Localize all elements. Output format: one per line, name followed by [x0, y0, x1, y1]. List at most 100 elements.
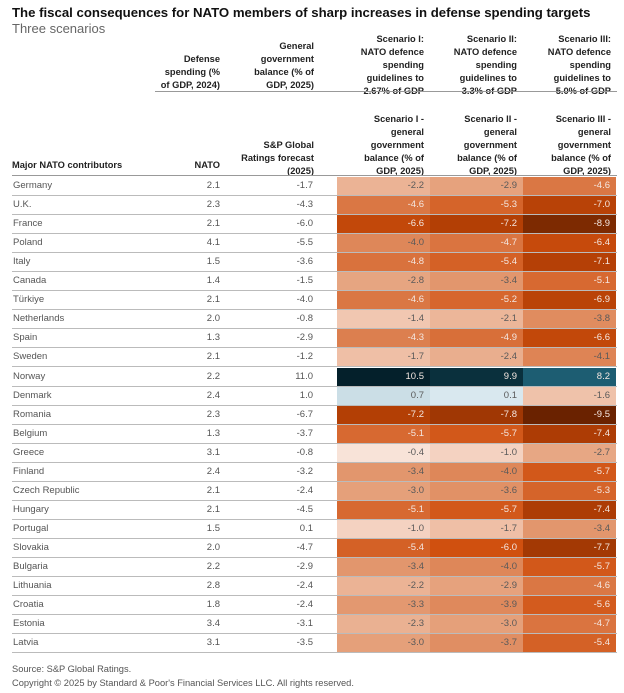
scenario-3-cell: -7.4 — [523, 500, 616, 519]
country-cell: Poland — [13, 237, 43, 249]
nato-cell: 2.0 — [206, 313, 220, 325]
nato-cell: 1.5 — [206, 522, 220, 534]
scenario-1-cell: 0.7 — [337, 386, 430, 405]
chart-subtitle: Three scenarios — [12, 21, 106, 36]
country-cell: Canada — [13, 275, 47, 287]
nato-cell: 3.1 — [206, 637, 220, 649]
scenario-1-cell: -1.4 — [337, 310, 430, 329]
scenario-3-cell: -6.9 — [523, 291, 616, 310]
forecast-cell: -3.7 — [296, 427, 313, 439]
scenario-2-cell: -4.0 — [430, 558, 523, 576]
scenario-2-cell: -3.0 — [430, 615, 523, 634]
scenario-3-cell: -7.1 — [523, 253, 616, 272]
table-row: Czech Republic 2.1 -2.4 -3.0 -3.6 -5.3 — [12, 481, 617, 501]
country-cell: Netherlands — [13, 313, 65, 325]
scenario-3-cell: -5.4 — [523, 634, 616, 653]
country-cell: Portugal — [13, 522, 49, 534]
column-header-forecast: S&P Global Ratings forecast (2025) — [241, 140, 314, 176]
table-row: Denmark 2.4 1.0 0.7 0.1 -1.6 — [12, 386, 617, 406]
scenario-3-cell: -7.7 — [523, 538, 616, 557]
forecast-cell: 0.1 — [299, 522, 313, 534]
forecast-cell: -3.6 — [296, 256, 313, 268]
scenario-1-cell: -5.1 — [337, 424, 430, 443]
table-row: Portugal 1.5 0.1 -1.0 -1.7 -3.4 — [12, 519, 617, 539]
scenario-1-cell: -2.8 — [337, 272, 430, 291]
table-row: Bulgaria 2.2 -2.9 -3.4 -4.0 -5.7 — [12, 558, 617, 577]
group-header-scenario-2: Scenario II: NATO defence spending guide… — [453, 34, 517, 96]
nato-cell: 2.2 — [206, 561, 220, 572]
scenario-3-cell: -5.7 — [523, 558, 616, 576]
scenario-2-cell: 9.9 — [430, 367, 523, 386]
country-cell: U.K. — [13, 199, 32, 211]
forecast-cell: -1.2 — [296, 351, 313, 363]
nato-cell: 1.8 — [206, 599, 220, 611]
nato-cell: 4.1 — [206, 237, 220, 249]
scenario-1-cell: -3.4 — [337, 462, 430, 481]
header-divider — [155, 91, 617, 92]
table-row: Croatia 1.8 -2.4 -3.3 -3.9 -5.6 — [12, 596, 617, 616]
scenario-2-cell: -5.2 — [430, 291, 523, 310]
table-row: Türkiye 2.1 -4.0 -4.6 -5.2 -6.9 — [12, 291, 617, 311]
nato-cell: 2.2 — [206, 370, 220, 382]
group-header-defense: Defense spending (% of GDP, 2024) — [160, 54, 220, 90]
table-row: Poland 4.1 -5.5 -4.0 -4.7 -6.4 — [12, 234, 617, 254]
scenario-2-cell: -3.4 — [430, 272, 523, 291]
country-cell: Romania — [13, 408, 52, 420]
scenario-1-cell: -4.3 — [337, 329, 430, 348]
scenario-3-cell: -4.7 — [523, 615, 616, 634]
table-row: Norway 2.2 11.0 10.5 9.9 8.2 — [12, 367, 617, 387]
scenario-2-cell: -4.9 — [430, 329, 523, 348]
country-cell: Lithuania — [13, 580, 52, 592]
column-header-country: Major NATO contributors — [12, 160, 123, 170]
scenario-3-cell: -5.3 — [523, 481, 616, 500]
scenario-1-cell: -3.4 — [337, 558, 430, 576]
forecast-cell: -6.7 — [296, 408, 313, 420]
country-cell: Latvia — [13, 637, 39, 649]
table-row: Canada 1.4 -1.5 -2.8 -3.4 -5.1 — [12, 272, 617, 292]
forecast-cell: -3.5 — [296, 637, 313, 649]
country-cell: Belgium — [13, 427, 48, 439]
scenario-2-cell: -5.7 — [430, 500, 523, 519]
scenario-2-cell: -5.7 — [430, 424, 523, 443]
table-row: Sweden 2.1 -1.2 -1.7 -2.4 -4.1 — [12, 348, 617, 368]
scenario-1-cell: -4.6 — [337, 196, 430, 215]
nato-cell: 2.1 — [206, 351, 220, 363]
nato-cell: 1.3 — [206, 332, 220, 344]
nato-cell: 1.3 — [206, 427, 220, 439]
scenario-2-cell: 0.1 — [430, 386, 523, 405]
scenario-2-cell: -7.2 — [430, 215, 523, 234]
chart-title: The fiscal consequences for NATO members… — [12, 5, 591, 20]
forecast-cell: -3.1 — [296, 618, 313, 630]
forecast-cell: 1.0 — [299, 389, 313, 401]
forecast-cell: -2.4 — [296, 599, 313, 611]
scenario-2-cell: -2.1 — [430, 310, 523, 329]
forecast-cell: -0.8 — [296, 313, 313, 325]
table-row: Latvia 3.1 -3.5 -3.0 -3.7 -5.4 — [12, 634, 617, 654]
country-cell: Sweden — [13, 351, 48, 363]
forecast-cell: -2.4 — [296, 484, 313, 496]
scenario-1-cell: -3.0 — [337, 634, 430, 653]
scenario-3-cell: 8.2 — [523, 367, 616, 386]
scenario-2-cell: -4.7 — [430, 234, 523, 253]
group-header-balance: General government balance (% of GDP, 20… — [254, 41, 314, 90]
scenario-2-cell: -5.4 — [430, 253, 523, 272]
scenario-1-cell: -6.6 — [337, 215, 430, 234]
forecast-cell: -1.5 — [296, 275, 313, 287]
nato-cell: 2.3 — [206, 199, 220, 211]
table-row: Greece 3.1 -0.8 -0.4 -1.0 -2.7 — [12, 443, 617, 463]
scenario-3-cell: -6.6 — [523, 329, 616, 348]
country-cell: Finland — [13, 465, 45, 477]
nato-cell: 3.4 — [206, 618, 220, 630]
country-cell: Italy — [13, 256, 31, 268]
scenario-3-cell: -4.6 — [523, 577, 616, 596]
scenario-2-cell: -3.6 — [430, 481, 523, 500]
scenario-1-cell: -2.3 — [337, 615, 430, 634]
scenario-2-cell: -1.0 — [430, 443, 523, 462]
forecast-cell: -5.5 — [296, 237, 313, 249]
nato-cell: 3.1 — [206, 446, 220, 458]
country-cell: Croatia — [13, 599, 44, 611]
nato-cell: 2.3 — [206, 408, 220, 420]
table-row: Germany 2.1 -1.7 -2.2 -2.9 -4.6 — [12, 177, 617, 196]
forecast-cell: -4.3 — [296, 199, 313, 211]
